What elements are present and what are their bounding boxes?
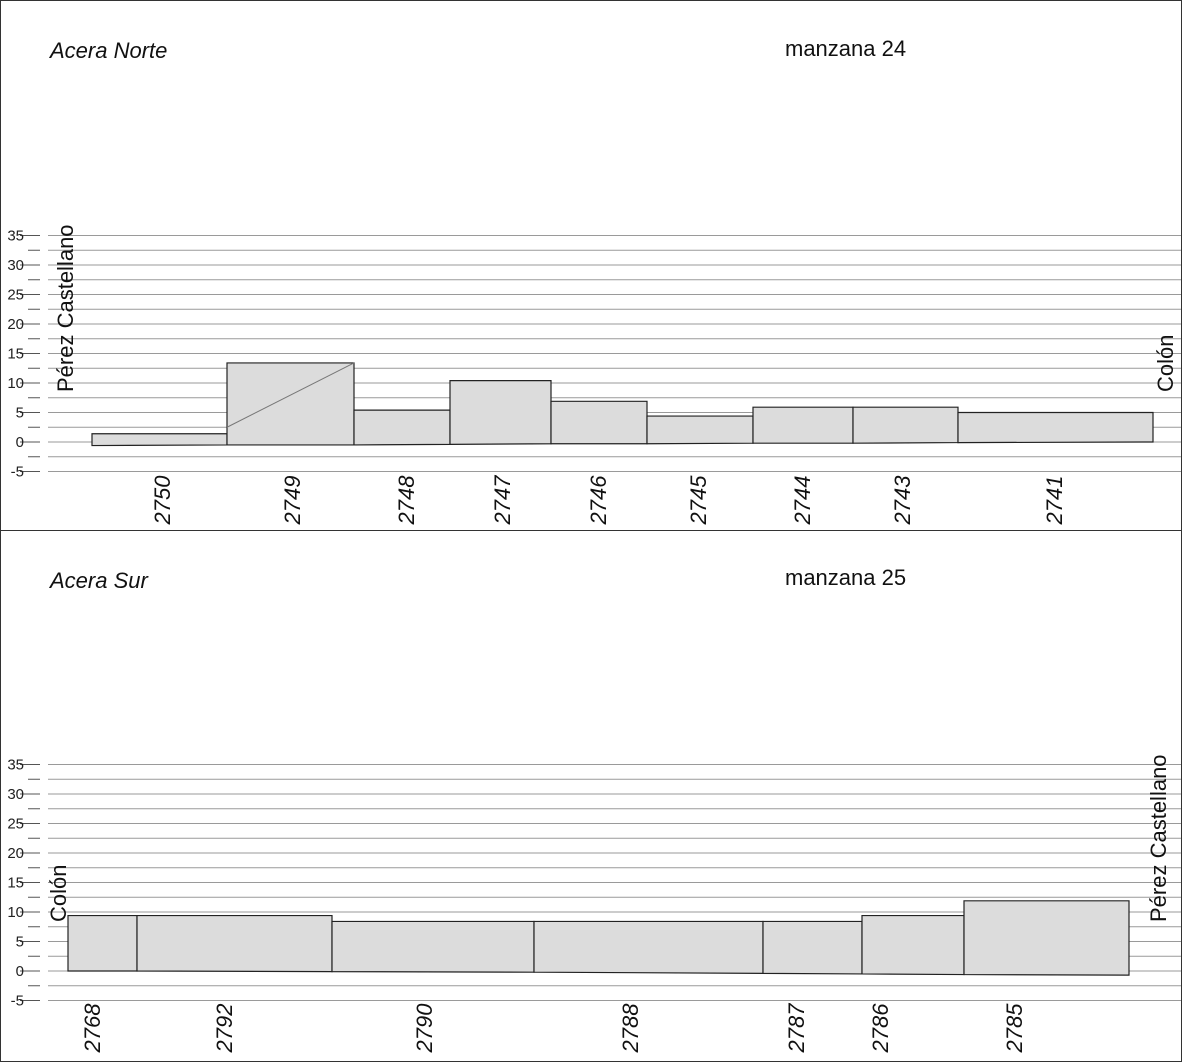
block-title: manzana 24: [785, 36, 906, 61]
street-left: Pérez Castellano: [53, 224, 78, 392]
y-axis-ticks: 35 30 25 20 15 10 5 0 -5: [7, 757, 40, 1010]
lot-2750: [91, 433, 228, 447]
lot-2792: [136, 914, 333, 973]
lot-2749: [226, 362, 355, 446]
lot-2748: [353, 409, 451, 446]
lot-label-2792: 2792: [212, 1004, 237, 1054]
y-tick-label: 0: [16, 963, 24, 980]
lot-2786: [861, 914, 965, 976]
y-tick-label: 20: [7, 845, 24, 862]
y-tick-label: 30: [7, 786, 24, 803]
lot-diagonal: [226, 362, 355, 428]
grid-layer: [48, 235, 1181, 472]
lot-label-2785: 2785: [1002, 1003, 1027, 1054]
panel-acera-sur: 35 30 25 20 15 10 5 0 -5 2768 2792 2790 2788 2787 278…: [0, 530, 1182, 1062]
lot-label-2743: 2743: [890, 475, 915, 526]
lot-label-2746: 2746: [586, 475, 611, 526]
y-tick-label: 0: [16, 434, 24, 451]
y-tick-label: 20: [7, 316, 24, 333]
lot-label-2750: 2750: [150, 475, 175, 526]
y-tick-label: 25: [7, 287, 24, 304]
lot-label-2790: 2790: [412, 1003, 437, 1054]
lot-2745: [646, 415, 754, 445]
lot-label-2787: 2787: [784, 1003, 809, 1054]
lot-2741: [957, 411, 1154, 444]
lot-label-2747: 2747: [490, 475, 515, 526]
lot-label-2745: 2745: [686, 475, 711, 526]
lot-2743: [852, 406, 959, 444]
lot-label-2788: 2788: [618, 1003, 643, 1054]
y-tick-label: -5: [11, 464, 24, 481]
y-tick-label: -5: [11, 993, 24, 1010]
lot-label-2749: 2749: [280, 476, 305, 526]
block-title: manzana 25: [785, 565, 906, 590]
y-tick-label: 35: [7, 757, 24, 774]
y-tick-label: 25: [7, 816, 24, 833]
lot-2744: [752, 406, 854, 444]
lot-label-2744: 2744: [790, 476, 815, 526]
lot-label-2768: 2768: [80, 1003, 105, 1054]
lot-label-layer: 2768 2792 2790 2788 2787 2786 2785: [80, 1003, 1027, 1054]
y-tick-label: 10: [7, 375, 24, 392]
y-tick-label: 10: [7, 904, 24, 921]
side-title: Acera Norte: [48, 38, 167, 63]
lot-2787: [762, 920, 863, 975]
lot-2746: [550, 400, 648, 445]
lot-2747: [449, 380, 552, 445]
y-tick-label: 30: [7, 257, 24, 274]
side-title: Acera Sur: [48, 568, 149, 593]
lot-layer: [91, 362, 1154, 447]
y-tick-label: 5: [16, 934, 24, 951]
lot-label-2748: 2748: [394, 475, 419, 526]
lot-2790: [331, 920, 535, 973]
lot-label-2741: 2741: [1042, 476, 1067, 526]
lot-2788: [533, 920, 764, 974]
y-tick-label: 5: [16, 405, 24, 422]
y-tick-label: 15: [7, 875, 24, 892]
panel-acera-norte: 35 30 25 20 15 10 5 0 -5 2750 2749 2748 2747 2746 274…: [0, 0, 1182, 531]
street-right: Colón: [1153, 335, 1178, 392]
panel-frame: [0, 530, 1182, 1062]
y-axis-ticks: 35 30 25 20 15 10 5 0 -5: [7, 228, 40, 481]
lot-2785: [963, 900, 1130, 976]
lot-layer: [67, 900, 1130, 976]
y-tick-label: 15: [7, 346, 24, 363]
street-right: Pérez Castellano: [1146, 754, 1171, 922]
lot-2768: [67, 914, 138, 972]
y-tick-label: 35: [7, 228, 24, 245]
lot-label-2786: 2786: [868, 1003, 893, 1054]
street-left: Colón: [46, 865, 71, 922]
lot-label-layer: 2750 2749 2748 2747 2746 2745 2744 2743 2741: [150, 475, 1067, 526]
